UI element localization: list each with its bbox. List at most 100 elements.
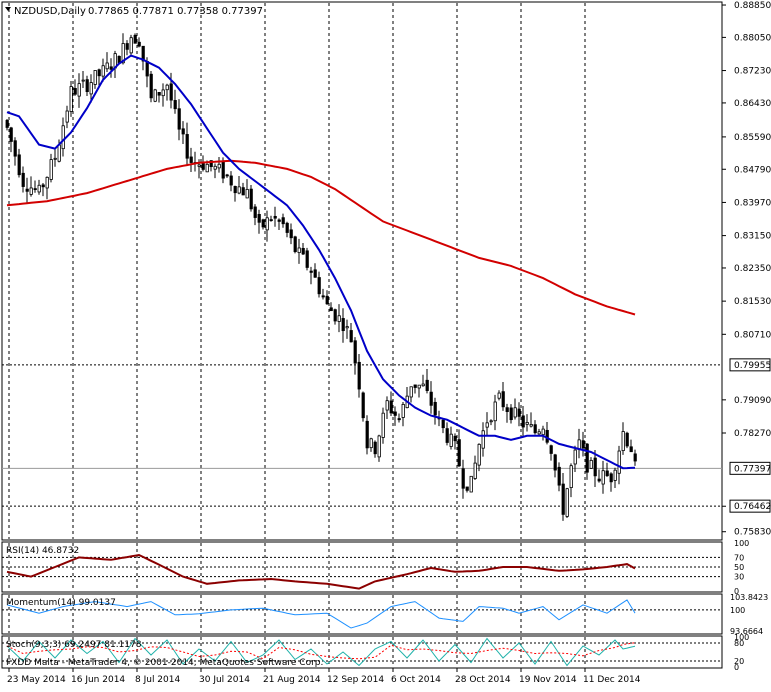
candle-body: [545, 429, 549, 443]
candle-body: [281, 217, 285, 225]
candle-body: [445, 428, 449, 443]
price-tick-label: 0.80710: [734, 330, 771, 340]
candle-body: [369, 438, 373, 449]
time-tick-label: 23 May 2014: [7, 675, 66, 685]
candle-body: [177, 108, 181, 130]
price-tick-label: 0.81530: [734, 297, 771, 307]
candle-body: [185, 134, 189, 159]
candle-body: [465, 486, 469, 491]
candle-body: [421, 383, 425, 387]
candle-body: [449, 433, 453, 447]
candle-body: [293, 236, 297, 253]
candle-body: [413, 384, 417, 388]
candle-body: [25, 188, 29, 192]
candle-body: [221, 161, 225, 179]
candle-body: [17, 154, 21, 176]
time-tick-label: 28 Oct 2014: [455, 675, 511, 685]
candle-body: [265, 217, 269, 231]
candle-body: [525, 422, 529, 425]
moving-average-slow-line: [6, 159, 636, 316]
time-tick-label: 16 Jun 2014: [71, 675, 125, 685]
candle-body: [125, 43, 129, 50]
candle-body: [145, 61, 149, 77]
stochastic-tick-label: 80: [734, 639, 744, 648]
time-tick-label: 12 Sep 2014: [327, 675, 384, 685]
candle-body: [549, 445, 553, 454]
candle-body: [601, 470, 605, 485]
candle-body: [213, 165, 217, 170]
momentum-tick-label: 103.8423: [730, 593, 768, 602]
time-tick-label: 30 Jul 2014: [199, 675, 250, 685]
candle-body: [493, 401, 497, 422]
candle-body: [149, 73, 153, 99]
price-tick-label: 0.87230: [734, 67, 771, 77]
price-tick-label: 0.82350: [734, 264, 771, 274]
candle-body: [569, 465, 573, 489]
candle-body: [501, 391, 505, 408]
candle-body: [129, 37, 133, 54]
candle-body: [593, 457, 597, 477]
candle-body: [289, 229, 293, 239]
candle-body: [85, 79, 89, 93]
candle-body: [585, 443, 589, 473]
candle-body: [473, 462, 477, 479]
candle-body: [401, 404, 405, 418]
ohlc-readout: 0.77865 0.77871 0.77358 0.77397: [88, 6, 263, 17]
candle-body: [553, 454, 557, 471]
candle-body: [317, 277, 321, 295]
candle-body: [33, 188, 37, 191]
rsi-tick-label: 50: [734, 563, 744, 572]
candle-body: [249, 188, 253, 210]
candle-body: [481, 430, 485, 449]
candle-body: [537, 431, 541, 435]
candle-body: [385, 400, 389, 411]
chart-menu-triangle-icon[interactable]: [5, 7, 11, 11]
momentum-tick-label: 100: [730, 606, 745, 615]
candle-body: [573, 449, 577, 465]
candle-body: [373, 441, 377, 455]
momentum-panel: [1, 593, 723, 635]
candle-body: [469, 475, 473, 493]
candle-body: [229, 175, 233, 186]
candle-body: [337, 315, 341, 322]
candle-body: [557, 466, 561, 486]
candle-body: [477, 443, 481, 466]
price-tick-label: 0.78270: [734, 429, 771, 439]
stochastic-title: Stoch(9,3,3) 69.2497 81.1178: [6, 640, 142, 650]
candle-body: [273, 215, 277, 219]
candle-body: [49, 159, 53, 180]
candlestick-series: [5, 33, 637, 521]
candle-body: [365, 420, 369, 449]
time-tick-label: 21 Aug 2014: [263, 675, 321, 685]
candle-body: [393, 411, 397, 416]
candle-body: [105, 62, 109, 70]
candle-body: [41, 184, 45, 188]
candle-body: [277, 219, 281, 222]
candle-body: [217, 163, 221, 169]
candle-body: [165, 84, 169, 91]
candle-body: [53, 157, 57, 160]
candle-body: [257, 213, 261, 223]
time-tick-label: 6 Oct 2014: [391, 675, 441, 685]
candle-body: [457, 439, 461, 467]
candle-body: [269, 219, 273, 222]
main-price-panel: [1, 1, 723, 541]
candle-body: [597, 478, 601, 482]
candle-body: [389, 400, 393, 414]
stochastic-tick-label: 20: [734, 657, 744, 666]
time-tick-label: 8 Jul 2014: [135, 675, 180, 685]
candle-body: [581, 440, 585, 449]
candle-body: [153, 89, 157, 102]
candle-body: [453, 435, 457, 442]
candle-body: [309, 270, 313, 273]
candle-body: [521, 415, 525, 428]
level-price-tag-box: [729, 499, 771, 513]
candle-body: [285, 222, 289, 233]
candle-body: [513, 407, 517, 418]
level-price-tag: 0.79955: [734, 361, 771, 371]
momentum-tick-label: 93.6664: [730, 627, 763, 636]
